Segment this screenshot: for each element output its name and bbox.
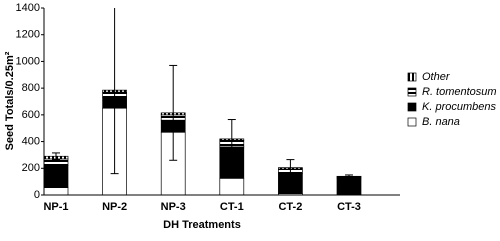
y-axis-label: Seed Totals/0.25m² — [4, 51, 16, 150]
y-tick-label: 0 — [34, 189, 40, 201]
legend-swatch — [407, 87, 417, 97]
x-tick-label: NP-1 — [43, 201, 68, 213]
error-bar — [345, 174, 353, 179]
legend-label: R. tomentosum — [422, 86, 497, 98]
y-tick-label: 1000 — [16, 55, 40, 67]
x-tick-label: CT-1 — [220, 201, 244, 213]
bar-segment — [43, 165, 69, 189]
x-tick-label: NP-3 — [161, 201, 186, 213]
error-bar — [52, 152, 60, 161]
legend-label: K. procumbens — [422, 101, 496, 113]
error-bar — [227, 119, 236, 159]
plot-area — [43, 8, 362, 196]
bar-segment — [336, 177, 362, 196]
x-tick-label: CT-3 — [337, 201, 361, 213]
bar-segment — [278, 173, 303, 195]
y-tick-label: 1200 — [16, 29, 40, 41]
y-tick-label: 600 — [22, 109, 40, 121]
legend-label: Other — [422, 71, 451, 83]
y-tick-label: 200 — [22, 162, 40, 174]
legend-label: B. nana — [422, 116, 460, 128]
y-tick-label: 800 — [22, 82, 40, 94]
x-tick-label: NP-2 — [102, 201, 127, 213]
error-bar — [110, 8, 119, 175]
y-tick-label: 400 — [22, 135, 40, 147]
error-bar — [286, 159, 295, 177]
bar-segment — [43, 187, 69, 196]
error-bar — [169, 64, 178, 161]
y-tick-label: 1400 — [16, 2, 40, 14]
chart: Seed Totals/0.25m² DH Treatments 0 200 400… — [4, 2, 497, 231]
x-axis-label: DH Treatments — [163, 219, 241, 231]
x-tick-label: CT-2 — [278, 201, 302, 213]
legend-swatch — [407, 117, 417, 127]
legend-swatch — [407, 102, 417, 112]
bar-segment — [219, 177, 245, 196]
legend-swatch — [407, 72, 417, 82]
